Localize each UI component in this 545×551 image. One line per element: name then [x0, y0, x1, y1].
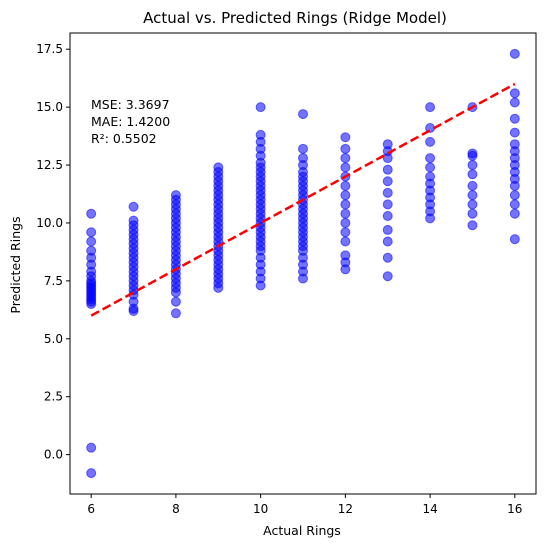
data-point [255, 129, 266, 140]
data-point [382, 236, 393, 247]
data-point [467, 190, 478, 201]
data-point [382, 164, 393, 175]
data-point [128, 201, 139, 212]
data-point [382, 252, 393, 263]
data-point [170, 190, 181, 201]
data-point [298, 109, 308, 120]
y-tick-label: 12.5 [36, 158, 63, 172]
data-point [382, 271, 393, 282]
data-point [340, 217, 351, 228]
y-tick-label: 5.0 [44, 332, 63, 346]
data-point [170, 296, 181, 307]
data-point [86, 227, 97, 238]
data-point [340, 227, 351, 238]
y-tick-label: 10.0 [36, 216, 63, 230]
y-tick-label: 7.5 [44, 274, 63, 288]
data-point [255, 102, 266, 113]
y-tick-label: 15.0 [36, 100, 63, 114]
data-point [382, 199, 393, 210]
data-point [382, 224, 393, 235]
data-point [86, 442, 97, 453]
data-point [86, 468, 97, 479]
data-point [509, 199, 520, 210]
x-tick-label: 10 [253, 502, 268, 516]
data-point [382, 139, 393, 150]
data-point [425, 162, 436, 173]
data-point [509, 97, 520, 108]
data-point [509, 208, 520, 219]
data-point [170, 308, 181, 319]
r2-text: R²: 0.5502 [91, 131, 157, 146]
data-point [298, 153, 308, 164]
x-axis: 6 8 10 12 14 16 [87, 494, 522, 516]
data-point [340, 199, 351, 210]
data-point [86, 208, 97, 219]
y-axis: 0.0 2.5 5.0 7.5 10.0 12.5 15.0 17.5 [36, 42, 70, 462]
data-point [340, 236, 351, 247]
data-point [86, 236, 97, 247]
points-layer [86, 48, 520, 479]
data-point [340, 190, 351, 201]
x-tick-label: 6 [87, 502, 95, 516]
data-point [382, 176, 393, 187]
x-tick-label: 8 [172, 502, 180, 516]
chart-title: Actual vs. Predicted Rings (Ridge Model) [143, 9, 447, 27]
y-tick-label: 0.0 [44, 448, 63, 462]
data-point [340, 208, 351, 219]
data-point [340, 162, 351, 173]
reference-line [90, 82, 516, 317]
x-tick-label: 14 [422, 502, 437, 516]
data-point [298, 143, 308, 154]
data-point [467, 180, 478, 191]
data-point [509, 113, 520, 124]
data-point [425, 102, 436, 113]
data-point [509, 234, 520, 245]
data-point [509, 139, 520, 150]
data-point [425, 136, 436, 147]
x-axis-label: Actual Rings [263, 523, 341, 538]
data-point [467, 169, 478, 180]
data-point [467, 208, 478, 219]
data-point [425, 171, 436, 182]
plot-frame [69, 32, 537, 495]
x-tick-label: 12 [338, 502, 353, 516]
data-point [425, 153, 436, 164]
data-point [340, 180, 351, 191]
x-tick-label: 16 [507, 502, 522, 516]
y-tick-label: 17.5 [36, 42, 63, 56]
data-point [509, 48, 520, 59]
data-point [509, 88, 520, 99]
data-point [467, 220, 478, 231]
mse-text: MSE: 3.3697 [91, 97, 170, 112]
y-tick-label: 2.5 [44, 390, 63, 404]
data-point [509, 190, 520, 201]
metrics-annotation: MSE: 3.3697 MAE: 1.4200 R²: 0.5502 [91, 97, 170, 146]
data-point [382, 211, 393, 222]
data-point [213, 162, 224, 173]
data-point [340, 143, 351, 154]
data-point [340, 153, 351, 164]
y-axis-label: Predicted Rings [8, 216, 23, 313]
data-point [340, 250, 351, 261]
data-point [467, 199, 478, 210]
data-point [340, 132, 351, 143]
data-point [509, 127, 520, 138]
data-point [382, 187, 393, 198]
data-point [86, 245, 97, 256]
data-point [467, 160, 478, 171]
data-point [467, 148, 478, 159]
data-point [128, 215, 139, 226]
mae-text: MAE: 1.4200 [91, 114, 170, 129]
